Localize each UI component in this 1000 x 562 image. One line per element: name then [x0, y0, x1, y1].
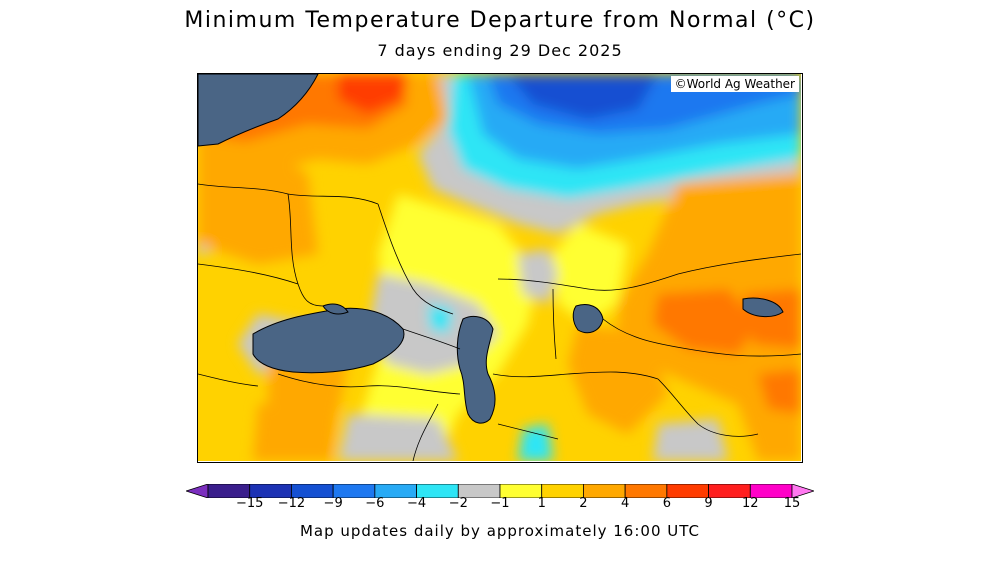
black-sea — [252, 307, 405, 374]
anomaly-zone-warm-southwest — [253, 404, 338, 461]
border-line — [198, 373, 259, 387]
anomaly-zone-cool-southeast — [518, 424, 553, 461]
border-line — [657, 378, 759, 437]
anomaly-zone-warm-west — [198, 134, 318, 264]
anomaly-zone-neutral-caspian — [518, 249, 558, 304]
legend-tick-label: −2 — [448, 496, 468, 511]
border-line — [277, 373, 461, 395]
anomaly-zone-mild-east — [553, 224, 628, 324]
anomaly-zone-neutral-southeast — [653, 419, 728, 461]
caspian-sea — [456, 316, 496, 424]
border-line — [552, 288, 557, 360]
country-borders — [198, 183, 801, 461]
legend-tick-label: −12 — [277, 496, 306, 511]
anomaly-zone-hot-east — [653, 289, 758, 354]
anomaly-zone-max-nw — [338, 74, 408, 114]
legend-tick-label: −6 — [365, 496, 385, 511]
map-canvas — [198, 74, 801, 461]
anomaly-zone-hot-southeast — [758, 369, 801, 414]
legend-tick-label: 4 — [621, 496, 630, 511]
border-line — [412, 403, 439, 461]
anomaly-zone-neutral-south — [338, 414, 458, 461]
update-note: Map updates daily by approximately 16:00… — [299, 522, 700, 540]
legend-tick-label: −1 — [490, 496, 510, 511]
legend-arrow-high — [791, 483, 816, 499]
legend-tick-label: −9 — [323, 496, 343, 511]
anomaly-field — [198, 74, 801, 461]
legend-tick-label: −4 — [406, 496, 427, 511]
legend-ticks: −15 −12 −9 −6 −4 −2 −1 1 2 4 6 9 12 15 — [0, 496, 1000, 514]
legend-tick-label: 12 — [742, 496, 759, 511]
border-line — [497, 253, 801, 291]
legend-tick-label: 15 — [783, 496, 801, 511]
legend-tick-label: −15 — [235, 496, 264, 511]
border-line — [198, 263, 299, 285]
anomaly-zone-warm-central-asia — [568, 324, 668, 434]
sea-of-azov — [322, 303, 349, 315]
baltic-sea — [198, 74, 319, 147]
color-legend — [184, 483, 816, 499]
map-title: Minimum Temperature Departure from Norma… — [184, 8, 816, 33]
legend-tick-label: 6 — [662, 496, 671, 511]
legend-tick-label: 1 — [537, 496, 546, 511]
map-subtitle: 7 days ending 29 Dec 2025 — [377, 41, 623, 60]
legend-tick-label: 2 — [579, 496, 588, 511]
border-line — [377, 203, 454, 315]
legend-tick-label: 9 — [704, 496, 713, 511]
legend-bar — [184, 483, 816, 499]
border-line — [497, 423, 559, 440]
temperature-departure-map: ©World Ag Weather — [197, 73, 803, 463]
water-bodies — [198, 74, 784, 424]
map-credit: ©World Ag Weather — [670, 76, 799, 92]
anomaly-zone-coldest-north — [508, 74, 658, 119]
aral-sea — [572, 304, 604, 334]
border-line — [402, 328, 461, 350]
border-line — [602, 318, 801, 357]
lake-balkhash — [742, 297, 784, 317]
border-line — [492, 371, 659, 380]
